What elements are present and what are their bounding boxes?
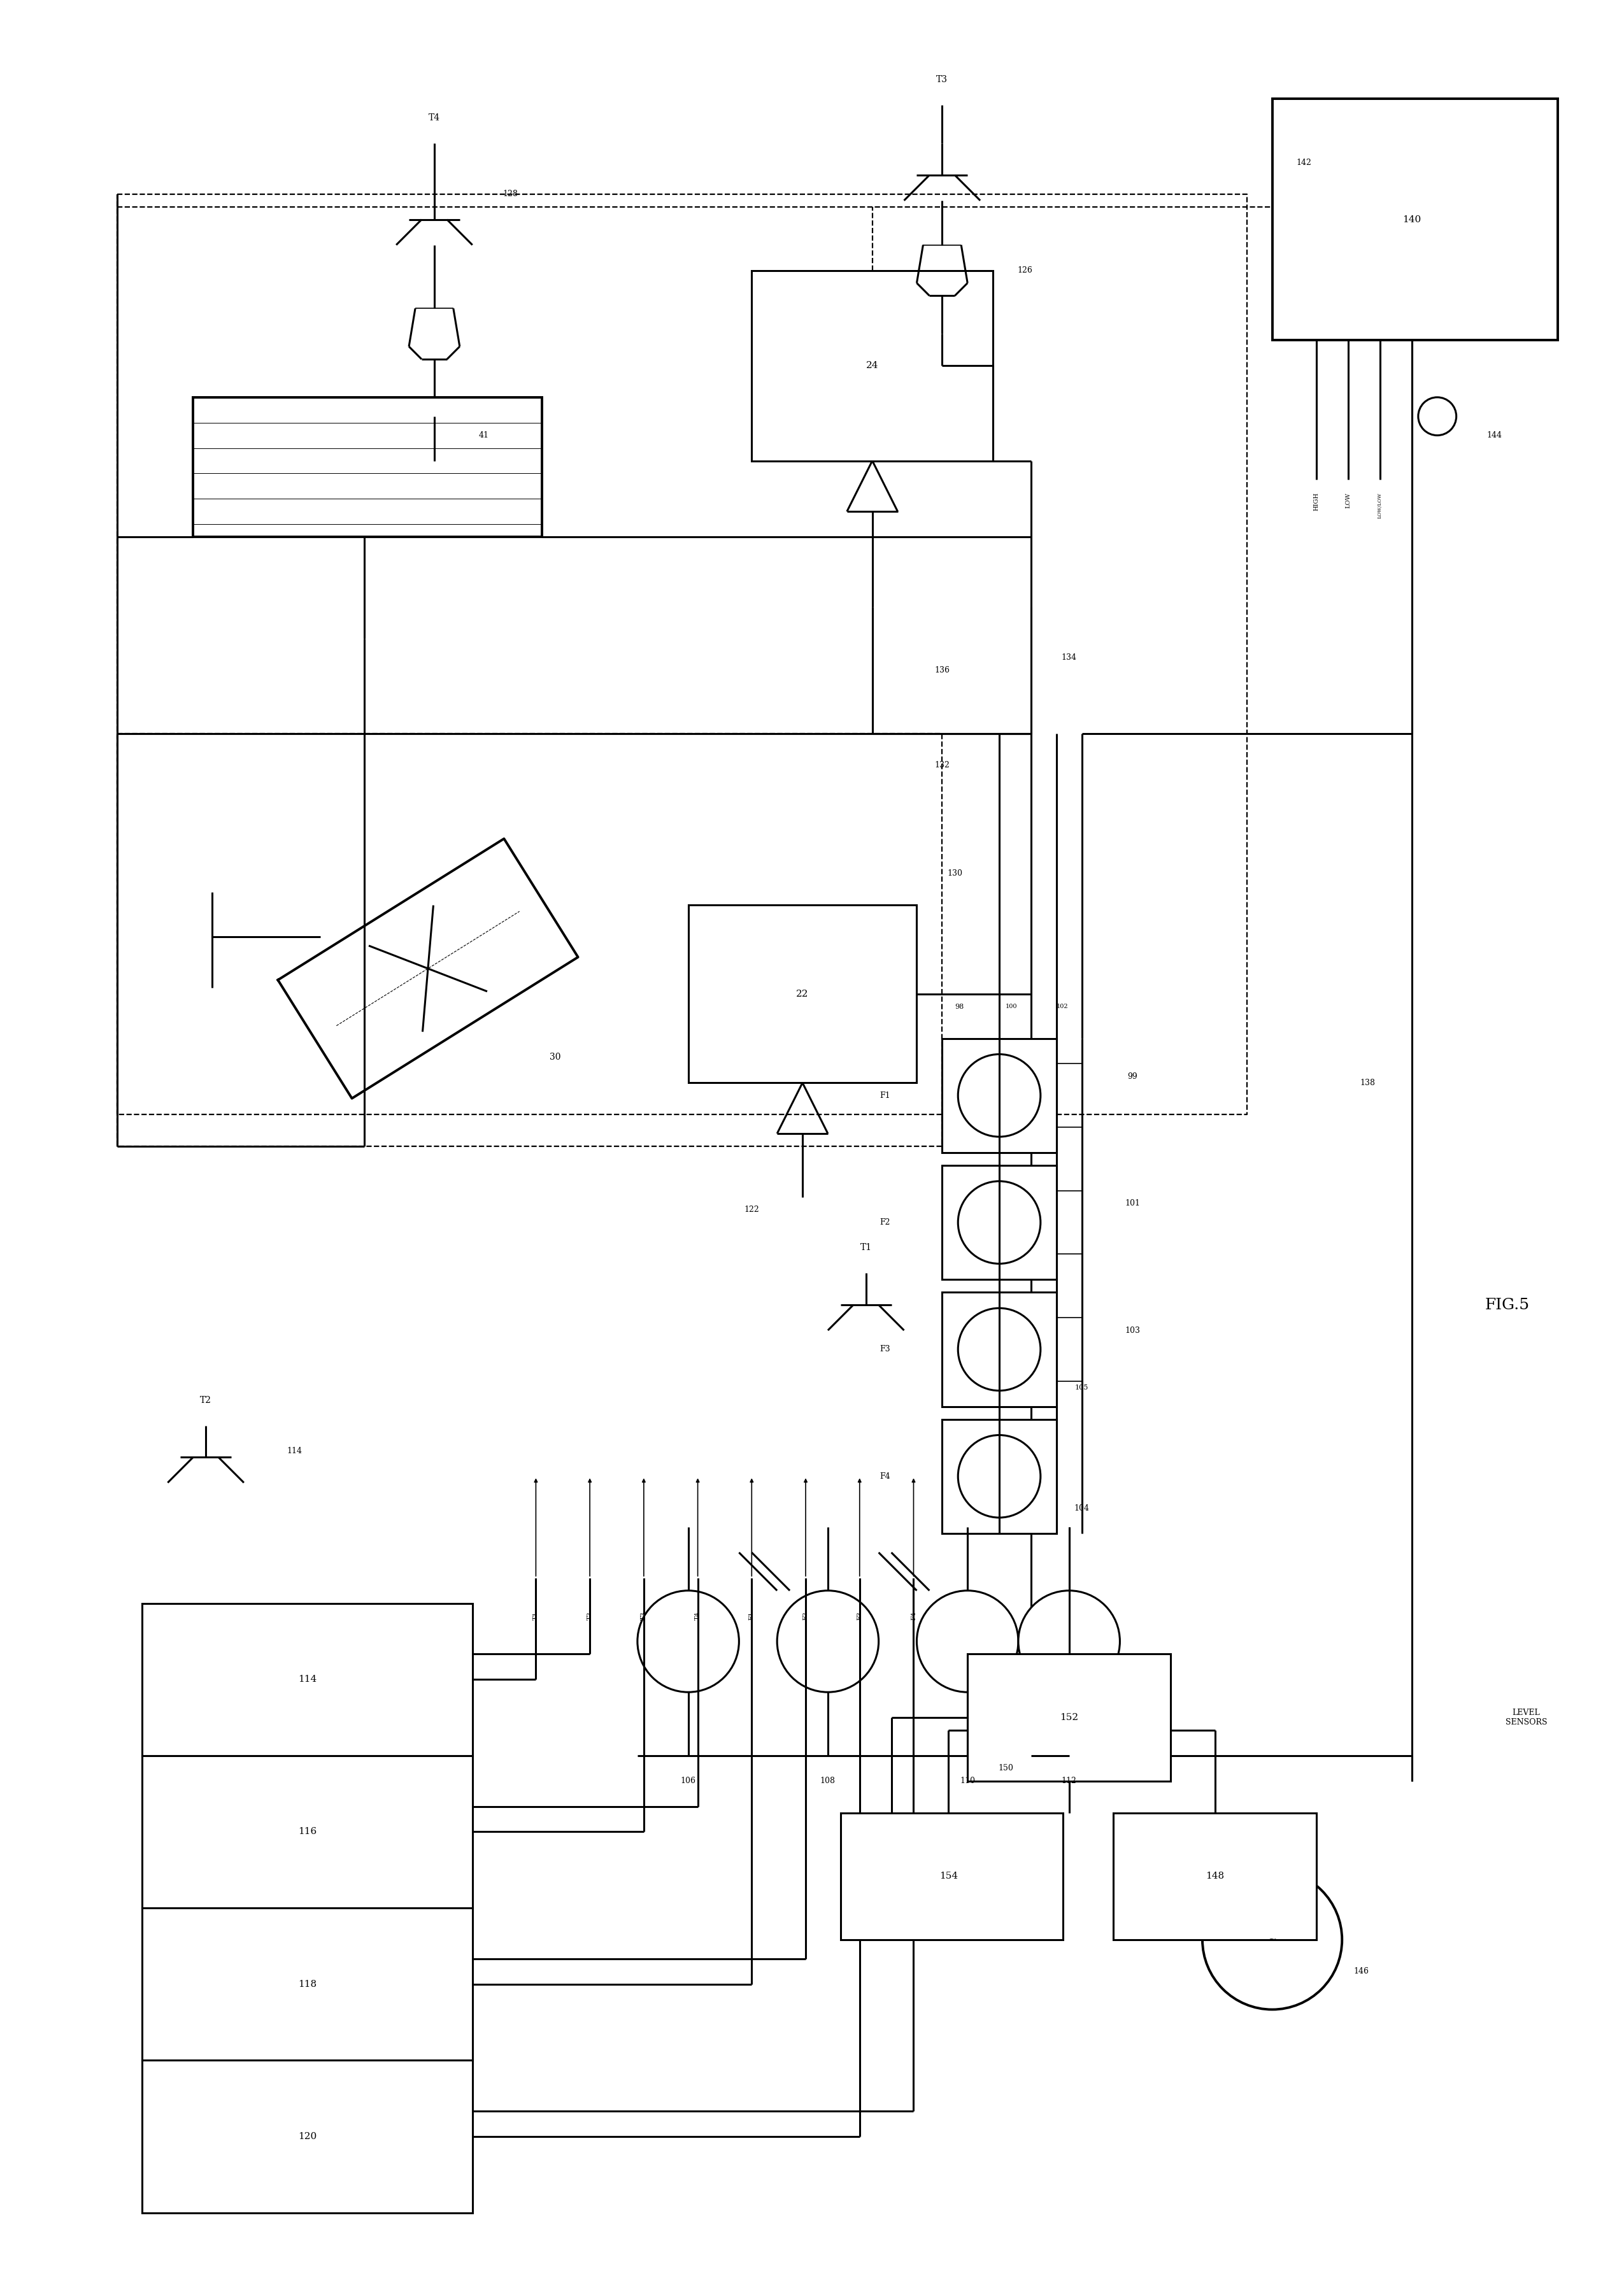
Bar xyxy=(193,396,542,536)
Text: T1: T1 xyxy=(533,1612,539,1621)
Bar xyxy=(143,1756,473,1908)
Circle shape xyxy=(958,1053,1041,1136)
Text: 118: 118 xyxy=(299,1979,317,1988)
Bar xyxy=(752,270,992,460)
Text: 130: 130 xyxy=(947,870,963,877)
Text: 112: 112 xyxy=(1062,1777,1077,1786)
Circle shape xyxy=(958,1182,1041,1264)
Text: LOW: LOW xyxy=(1346,492,1351,508)
Circle shape xyxy=(1202,1871,1341,2011)
Text: 103: 103 xyxy=(1125,1326,1140,1335)
Text: T3: T3 xyxy=(937,76,948,85)
Text: FIG.5: FIG.5 xyxy=(1484,1298,1530,1312)
Text: 116: 116 xyxy=(299,1827,317,1837)
Text: 101: 101 xyxy=(1125,1200,1140,1207)
Text: 108: 108 xyxy=(820,1777,835,1786)
Bar xyxy=(1114,1814,1317,1940)
Bar xyxy=(143,1908,473,2061)
Text: 102: 102 xyxy=(1056,1003,1069,1010)
Text: F4: F4 xyxy=(880,1472,890,1479)
Text: F4: F4 xyxy=(911,1612,916,1621)
Text: 41: 41 xyxy=(479,431,489,440)
Text: T3: T3 xyxy=(641,1612,646,1621)
Circle shape xyxy=(1018,1592,1121,1692)
Bar xyxy=(942,1292,1056,1406)
Text: 132: 132 xyxy=(934,760,950,769)
Text: LEVEL
SENSORS: LEVEL SENSORS xyxy=(1505,1708,1548,1727)
Text: 105: 105 xyxy=(1075,1383,1088,1390)
Text: 142: 142 xyxy=(1296,158,1312,167)
Text: 24: 24 xyxy=(866,362,879,371)
Bar xyxy=(689,905,916,1083)
Bar xyxy=(841,1814,1062,1940)
Bar xyxy=(1272,98,1557,341)
Text: F1: F1 xyxy=(880,1092,890,1099)
Text: 128: 128 xyxy=(503,190,518,199)
Bar xyxy=(143,1603,473,1756)
Text: 120: 120 xyxy=(299,2132,317,2141)
Bar xyxy=(942,1166,1056,1280)
Circle shape xyxy=(638,1592,739,1692)
Text: 99: 99 xyxy=(1127,1072,1137,1081)
Bar xyxy=(968,1653,1171,1782)
Text: HIGH: HIGH xyxy=(1314,492,1320,511)
Text: 148: 148 xyxy=(1205,1871,1224,1880)
Text: T1: T1 xyxy=(861,1243,872,1253)
Text: 100: 100 xyxy=(1005,1003,1017,1010)
Text: ~: ~ xyxy=(1268,1935,1276,1944)
Text: 134: 134 xyxy=(1062,653,1077,662)
Bar xyxy=(143,2061,473,2212)
Text: F2: F2 xyxy=(802,1612,809,1621)
Text: 106: 106 xyxy=(680,1777,695,1786)
Text: 144: 144 xyxy=(1486,431,1502,440)
Text: 122: 122 xyxy=(744,1205,760,1214)
Text: 114: 114 xyxy=(287,1447,302,1454)
Text: 138: 138 xyxy=(1359,1079,1376,1088)
Text: 136: 136 xyxy=(934,666,950,673)
Circle shape xyxy=(958,1436,1041,1518)
Text: 152: 152 xyxy=(1060,1713,1078,1722)
Text: 146: 146 xyxy=(1353,1967,1369,1976)
Circle shape xyxy=(916,1592,1018,1692)
Text: LOW/LOW: LOW/LOW xyxy=(1377,492,1382,518)
Text: F1: F1 xyxy=(749,1612,755,1621)
Circle shape xyxy=(778,1592,879,1692)
Text: 30: 30 xyxy=(549,1053,560,1063)
Bar xyxy=(942,1037,1056,1152)
Text: T2: T2 xyxy=(586,1612,593,1621)
Circle shape xyxy=(958,1308,1041,1390)
Text: F3: F3 xyxy=(857,1612,862,1621)
Text: T2: T2 xyxy=(200,1395,211,1404)
Text: 140: 140 xyxy=(1403,215,1421,224)
Text: 150: 150 xyxy=(999,1763,1013,1772)
Text: 22: 22 xyxy=(796,989,809,998)
Text: F2: F2 xyxy=(880,1218,890,1227)
Text: T4: T4 xyxy=(695,1612,700,1621)
Text: 114: 114 xyxy=(299,1674,317,1683)
Text: 154: 154 xyxy=(939,1871,958,1880)
Circle shape xyxy=(1418,396,1457,435)
Text: F3: F3 xyxy=(880,1344,890,1353)
Text: T4: T4 xyxy=(429,115,440,121)
Text: 126: 126 xyxy=(1017,266,1033,275)
Text: 110: 110 xyxy=(960,1777,974,1786)
Text: 98: 98 xyxy=(955,1003,965,1010)
Text: 104: 104 xyxy=(1073,1505,1090,1511)
Bar xyxy=(942,1420,1056,1534)
